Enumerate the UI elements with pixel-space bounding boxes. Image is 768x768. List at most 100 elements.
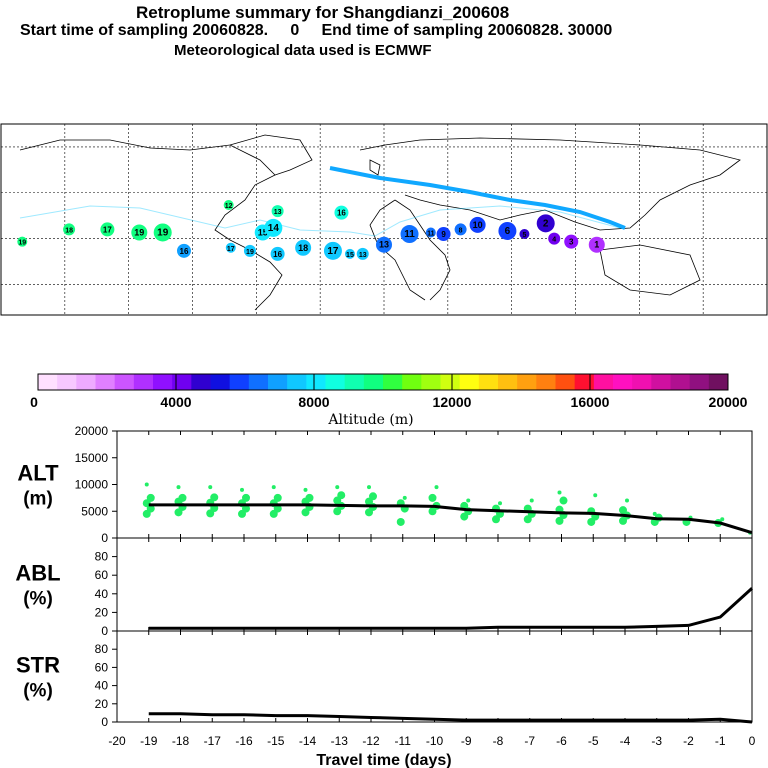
plume-marker: [536, 214, 555, 233]
plume-day-label: 15: [346, 252, 354, 259]
altitude-point: [498, 501, 502, 506]
plume-marker: [588, 236, 605, 253]
colorbar-swatch: [229, 374, 250, 390]
plume-marker: [223, 199, 234, 210]
plume-marker: [498, 221, 517, 240]
x-tick-label: -15: [267, 734, 285, 748]
plume-day-label: 2: [543, 218, 549, 229]
plume-marker: [131, 224, 148, 241]
y-tick-label: 80: [95, 550, 109, 564]
plume-day-label: 13: [379, 240, 389, 250]
y-tick-label: 40: [95, 587, 109, 601]
plume-day-label: 4: [552, 237, 556, 244]
colorbar-tick-label: 0: [30, 394, 38, 410]
plume-marker: [548, 232, 561, 245]
altitude-point: [337, 491, 346, 500]
colorbar: 0 4000 8000 12000 16000 20000: [30, 373, 748, 410]
colorbar-swatch: [440, 374, 461, 390]
colorbar-swatch: [172, 374, 192, 390]
chart-subtitle-times: Start time of sampling 20060828. 0 End t…: [20, 22, 613, 39]
colorbar-swatch: [325, 374, 346, 390]
colorbar-swatch: [153, 374, 173, 390]
altitude-point: [625, 498, 629, 503]
colorbar-swatch: [402, 374, 422, 390]
str-frame: [116, 630, 753, 723]
plume-day-label: 12: [225, 203, 233, 210]
plume-day-label: 9: [441, 230, 446, 239]
colorbar-swatch: [133, 374, 154, 390]
alt-unit: (m): [23, 489, 53, 510]
y-tick-label: 15000: [75, 451, 109, 465]
colorbar-swatch: [344, 374, 365, 390]
colorbar-swatch: [57, 374, 77, 390]
colorbar-swatch: [670, 374, 691, 390]
plume-day-label: 10: [473, 220, 483, 230]
y-tick-label: 60: [95, 660, 109, 674]
plume-day-label: 16: [337, 209, 346, 218]
x-tick-label: -2: [683, 734, 694, 748]
x-tick-label: -16: [235, 734, 253, 748]
plume-marker: [323, 241, 342, 260]
coastline: [19, 139, 283, 311]
altitude-point: [271, 485, 276, 490]
coastline: [394, 199, 451, 301]
plume-day-label: 17: [103, 225, 112, 234]
plume-marker: [225, 242, 236, 253]
x-tick-label: -19: [140, 734, 158, 748]
colorbar-swatch: [95, 374, 116, 390]
colorbar-swatch: [114, 374, 135, 390]
colorbar-swatch: [555, 374, 576, 390]
y-tick-label: 20: [95, 697, 109, 711]
colorbar-swatch: [459, 374, 480, 390]
colorbar-swatch: [708, 374, 729, 390]
x-tick-label: -3: [651, 734, 662, 748]
altitude-point: [557, 490, 562, 495]
time-series-panels: 0 5000 10000 15000 20000 ALT (m) 0 20 40 60 80 ABL (%…: [15, 424, 755, 748]
plume-marker: [63, 223, 76, 236]
plume-track-faint: [19, 205, 621, 237]
abl-unit: (%): [23, 589, 53, 610]
colorbar-swatch: [651, 374, 671, 390]
colorbar-swatch: [689, 374, 710, 390]
colorbar-swatch: [478, 374, 499, 390]
colorbar-frame: [37, 373, 729, 391]
altitude-point: [273, 493, 282, 502]
colorbar-swatch: [517, 374, 537, 390]
plume-marker: [436, 227, 451, 242]
altitude-point: [652, 511, 657, 516]
y-tick-label: 20000: [75, 424, 109, 438]
plume-day-label: 1: [594, 240, 599, 250]
plume-day-label: 19: [157, 227, 169, 238]
colorbar-swatch: [574, 374, 595, 390]
altitude-point: [178, 493, 187, 502]
altitude-point: [144, 482, 149, 487]
y-tick-label: 5000: [81, 504, 108, 518]
plume-marker: [17, 236, 28, 247]
x-tick-label: -18: [172, 734, 190, 748]
plume-marker: [176, 243, 191, 258]
x-tick-label: -13: [331, 734, 349, 748]
plume-day-label: 17: [227, 246, 235, 253]
colorbar-swatch: [421, 374, 441, 390]
x-tick-label: 0: [749, 734, 756, 748]
x-tick-label: -5: [588, 734, 599, 748]
colorbar-tick-label: 16000: [571, 394, 610, 410]
x-tick-label: -4: [620, 734, 631, 748]
altitude-point: [335, 485, 340, 490]
plume-marker: [519, 229, 530, 240]
altitude-point: [555, 516, 564, 525]
altitude-point: [305, 493, 314, 502]
plume-marker: [469, 216, 486, 233]
plume-marker: [454, 223, 467, 236]
colorbar-swatch: [210, 374, 231, 390]
str-unit: (%): [23, 681, 53, 702]
colorbar-swatch: [38, 374, 58, 390]
colorbar-swatch: [76, 374, 96, 390]
x-tick-label: -12: [362, 734, 380, 748]
plume-marker: [153, 223, 172, 242]
colorbar-tick-label: 12000: [433, 394, 472, 410]
colorbar-label: Altitude (m): [327, 412, 413, 428]
plume-day-label: 5: [522, 232, 526, 239]
altitude-point: [720, 517, 725, 522]
